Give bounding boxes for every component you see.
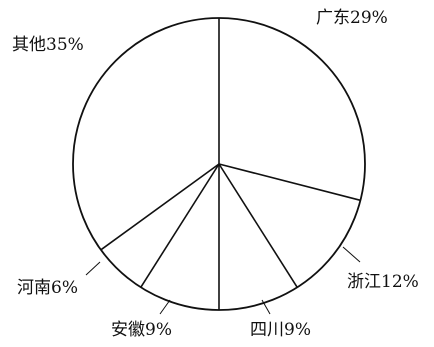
slice-labels: 广东29% 浙江12% 四川9% 安徽9% 河南6% 其他35% — [12, 8, 419, 340]
slice-label-anhui: 安徽9% — [111, 320, 172, 340]
label-leader-line — [342, 246, 361, 263]
slice-label-sichuan: 四川9% — [250, 320, 311, 340]
slice-boundary — [100, 163, 220, 251]
slice-label-henan: 河南6% — [17, 278, 78, 298]
slice-boundary — [140, 163, 220, 288]
label-leader-line — [85, 261, 101, 276]
slice-label-guangdong: 广东29% — [316, 8, 388, 28]
label-leader-line — [261, 299, 271, 315]
label-leader-line — [159, 299, 171, 315]
slice-label-zhejiang: 浙江12% — [347, 272, 419, 292]
slice-boundaries — [100, 18, 361, 310]
label-leaders — [85, 246, 361, 315]
slice-boundary — [218, 163, 298, 288]
slice-label-other: 其他35% — [12, 35, 84, 55]
slice-boundary — [218, 163, 361, 202]
